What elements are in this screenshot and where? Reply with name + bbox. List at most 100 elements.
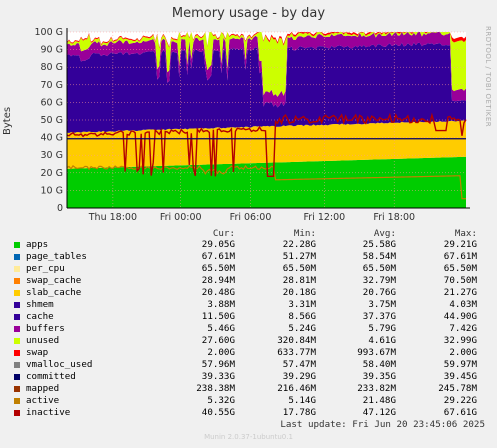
legend-header: Cur: Min: Avg: Max: <box>12 228 492 240</box>
legend-avg: 20.76G <box>362 287 396 298</box>
legend-name: active <box>26 395 60 406</box>
legend-name: apps <box>26 239 49 250</box>
legend-name: swap_cache <box>26 275 82 286</box>
legend-row: buffers 5.46G 5.24G 5.79G 7.42G <box>12 323 492 335</box>
legend-name: per_cpu <box>26 263 65 274</box>
legend-name: vmalloc_used <box>26 359 93 370</box>
rrdtool-credit: RRDTOOL / TOBI OETIKER <box>484 26 492 128</box>
legend-swatch <box>14 374 20 380</box>
legend-row: page_tables 67.61M 51.27M 58.54M 67.61M <box>12 251 492 263</box>
y-tick-label: 60 G <box>41 97 63 108</box>
legend-cur: 11.50G <box>201 311 235 322</box>
legend-row: mapped 238.38M 216.46M 233.82M 245.78M <box>12 383 492 395</box>
legend-row: apps 29.05G 22.28G 25.58G 29.21G <box>12 239 492 251</box>
legend-max: 44.90G <box>443 311 477 322</box>
legend-swatch <box>14 242 20 248</box>
legend-min: 57.47M <box>282 359 316 370</box>
legend-avg: 993.67M <box>357 347 396 358</box>
legend-min: 8.56G <box>288 311 316 322</box>
legend-max: 32.99G <box>443 335 477 346</box>
legend-min: 3.31M <box>288 299 316 310</box>
legend-max: 65.50M <box>443 263 477 274</box>
legend-avg: 3.75M <box>368 299 396 310</box>
legend-max: 70.50M <box>443 275 477 286</box>
legend-cur: 238.38M <box>196 383 235 394</box>
last-update: Last update: Fri Jun 20 23:45:06 2025 <box>280 419 485 430</box>
area-cache <box>67 42 466 134</box>
legend-swatch <box>14 398 20 404</box>
legend-name: mapped <box>26 383 60 394</box>
y-tick-label: 40 G <box>41 133 63 144</box>
legend-max: 29.22G <box>443 395 477 406</box>
area-apps <box>67 156 466 208</box>
legend-min: 65.50M <box>282 263 316 274</box>
legend-swatch <box>14 362 20 368</box>
legend-avg: 37.37G <box>362 311 396 322</box>
legend-row: vmalloc_used 57.96M 57.47M 58.40M 59.97M <box>12 359 492 371</box>
legend-swatch <box>14 290 20 296</box>
legend-cur: 40.55G <box>201 407 235 418</box>
legend-swatch <box>14 410 20 416</box>
legend-swatch <box>14 350 20 356</box>
col-max: Max: <box>454 228 477 239</box>
x-tick-label: Fri 00:00 <box>160 212 202 223</box>
legend-avg: 25.58G <box>362 239 396 250</box>
legend-name: page_tables <box>26 251 87 262</box>
legend-name: shmem <box>26 299 54 310</box>
x-tick-label: Fri 12:00 <box>303 212 345 223</box>
legend-min: 320.84M <box>277 335 316 346</box>
legend-cur: 3.88M <box>207 299 235 310</box>
legend-max: 67.61M <box>443 251 477 262</box>
legend-min: 5.24G <box>288 323 316 334</box>
legend-swatch <box>14 314 20 320</box>
legend-cur: 2.00G <box>207 347 235 358</box>
legend-max: 2.00G <box>449 347 477 358</box>
area-buffers <box>67 32 466 108</box>
y-tick-label: 0 <box>57 203 63 214</box>
legend-min: 17.78G <box>282 407 316 418</box>
y-tick-label: 90 G <box>41 45 63 56</box>
legend-max: 39.45G <box>443 371 477 382</box>
legend-avg: 21.48G <box>362 395 396 406</box>
y-tick-label: 70 G <box>41 80 63 91</box>
legend-name: cache <box>26 311 54 322</box>
legend-swatch <box>14 326 20 332</box>
munin-version: Munin 2.0.37-1ubuntu0.1 <box>204 433 293 441</box>
legend-cur: 67.61M <box>201 251 235 262</box>
legend-min: 51.27M <box>282 251 316 262</box>
legend-name: inactive <box>26 407 71 418</box>
x-tick-label: Fri 06:00 <box>230 212 272 223</box>
legend-swatch <box>14 338 20 344</box>
legend-swatch <box>14 302 20 308</box>
legend-name: swap <box>26 347 49 358</box>
y-tick-label: 10 G <box>41 185 63 196</box>
legend-cur: 39.33G <box>201 371 235 382</box>
y-tick-label: 100 G <box>34 27 63 38</box>
legend-name: unused <box>26 335 60 346</box>
legend-row: inactive 40.55G 17.78G 47.12G 67.61G <box>12 407 492 419</box>
legend-cur: 5.46G <box>207 323 235 334</box>
legend-max: 21.27G <box>443 287 477 298</box>
legend-row: swap_cache 28.94M 28.81M 32.79M 70.50M <box>12 275 492 287</box>
legend-row: per_cpu 65.50M 65.50M 65.50M 65.50M <box>12 263 492 275</box>
legend-max: 59.97M <box>443 359 477 370</box>
area-unused <box>67 32 466 97</box>
legend-avg: 4.61G <box>368 335 396 346</box>
legend-max: 245.78M <box>438 383 477 394</box>
legend-min: 216.46M <box>277 383 316 394</box>
legend-cur: 5.32G <box>207 395 235 406</box>
legend-avg: 58.40M <box>362 359 396 370</box>
legend-avg: 58.54M <box>362 251 396 262</box>
legend-row: unused 27.60G 320.84M 4.61G 32.99G <box>12 335 492 347</box>
legend-cur: 65.50M <box>201 263 235 274</box>
legend-avg: 47.12G <box>362 407 396 418</box>
x-tick-label: Thu 18:00 <box>88 212 137 223</box>
legend-row: committed 39.33G 39.29G 39.35G 39.45G <box>12 371 492 383</box>
legend-avg: 233.82M <box>357 383 396 394</box>
col-min: Min: <box>293 228 316 239</box>
legend-cur: 20.48G <box>201 287 235 298</box>
legend-avg: 32.79M <box>362 275 396 286</box>
legend-min: 39.29G <box>282 371 316 382</box>
legend-row: shmem 3.88M 3.31M 3.75M 4.03M <box>12 299 492 311</box>
